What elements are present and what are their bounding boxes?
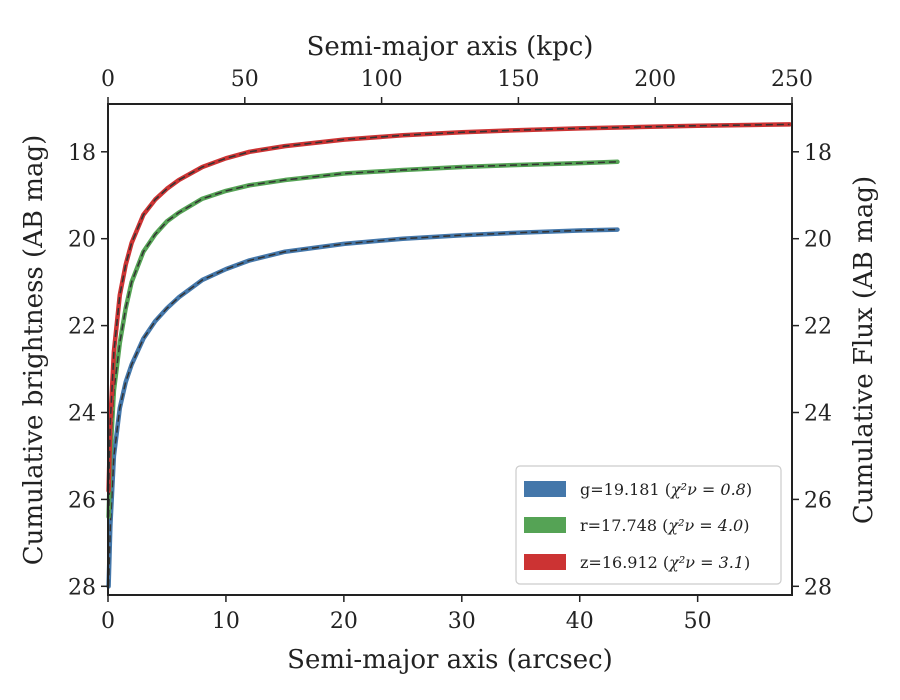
legend-swatch-g xyxy=(524,481,566,497)
axes-layer xyxy=(107,103,793,596)
x-bottom-tick-label: 20 xyxy=(330,609,358,634)
plot-frame xyxy=(107,103,793,596)
y-right-tick-label: 28 xyxy=(804,575,832,600)
y-left-tick-label: 18 xyxy=(68,141,96,166)
legend-label-z: z=16.912 (χ²ν = 3.1) xyxy=(580,553,750,572)
x-bottom-tick-label: 50 xyxy=(684,609,712,634)
legend-label-g: g=19.181 (χ²ν = 0.8) xyxy=(580,480,752,499)
y-left-tick-label: 24 xyxy=(68,402,96,427)
legend-swatch-r xyxy=(524,517,566,533)
x-top-tick-label: 200 xyxy=(634,67,676,92)
legend-box xyxy=(515,465,782,585)
legend-swatch-z xyxy=(524,554,566,570)
x-bottom-tick-label: 30 xyxy=(448,609,476,634)
series-model-line-0 xyxy=(107,228,618,587)
legend-label-r: r=17.748 (χ²ν = 4.0) xyxy=(580,516,749,535)
series-model-line-2 xyxy=(107,123,790,491)
x-bottom-tick-label: 10 xyxy=(212,609,240,634)
x-top-tick-label: 0 xyxy=(101,67,115,92)
legend: g=19.181 (χ²ν = 0.8) r=17.748 (χ²ν = 4.0… xyxy=(515,465,782,585)
y-left-tick-label: 26 xyxy=(68,488,96,513)
series-line-1 xyxy=(106,159,620,520)
series-line-2 xyxy=(106,122,792,493)
y-left-axis-title: Cumulative brightness (AB mag) xyxy=(19,135,49,566)
y-right-tick-label: 22 xyxy=(804,315,832,340)
x-bottom-tick-label: 40 xyxy=(566,609,594,634)
y-right-tick-label: 26 xyxy=(804,488,832,513)
ticks-layer: 0 10 20 30 40 50 0 50 100 150 200 250 18 20 22 24 26 28 18… xyxy=(68,67,832,634)
x-top-axis-title: Semi-major axis (kpc) xyxy=(307,32,594,62)
y-right-tick-label: 20 xyxy=(804,228,832,253)
x-bottom-axis-title: Semi-major axis (arcsec) xyxy=(287,645,613,675)
x-bottom-tick-label: 0 xyxy=(101,609,115,634)
series-layer xyxy=(106,122,792,589)
y-left-tick-label: 22 xyxy=(68,315,96,340)
x-top-tick-label: 50 xyxy=(231,67,259,92)
x-top-tick-label: 100 xyxy=(361,67,403,92)
y-right-tick-label: 18 xyxy=(804,141,832,166)
series-model-line-1 xyxy=(107,161,618,517)
y-left-tick-label: 28 xyxy=(68,575,96,600)
x-top-tick-label: 150 xyxy=(497,67,539,92)
y-left-tick-label: 20 xyxy=(68,228,96,253)
x-top-tick-label: 250 xyxy=(771,67,813,92)
y-right-axis-title: Cumulative Flux (AB mag) xyxy=(849,176,879,524)
y-right-tick-label: 24 xyxy=(804,402,832,427)
